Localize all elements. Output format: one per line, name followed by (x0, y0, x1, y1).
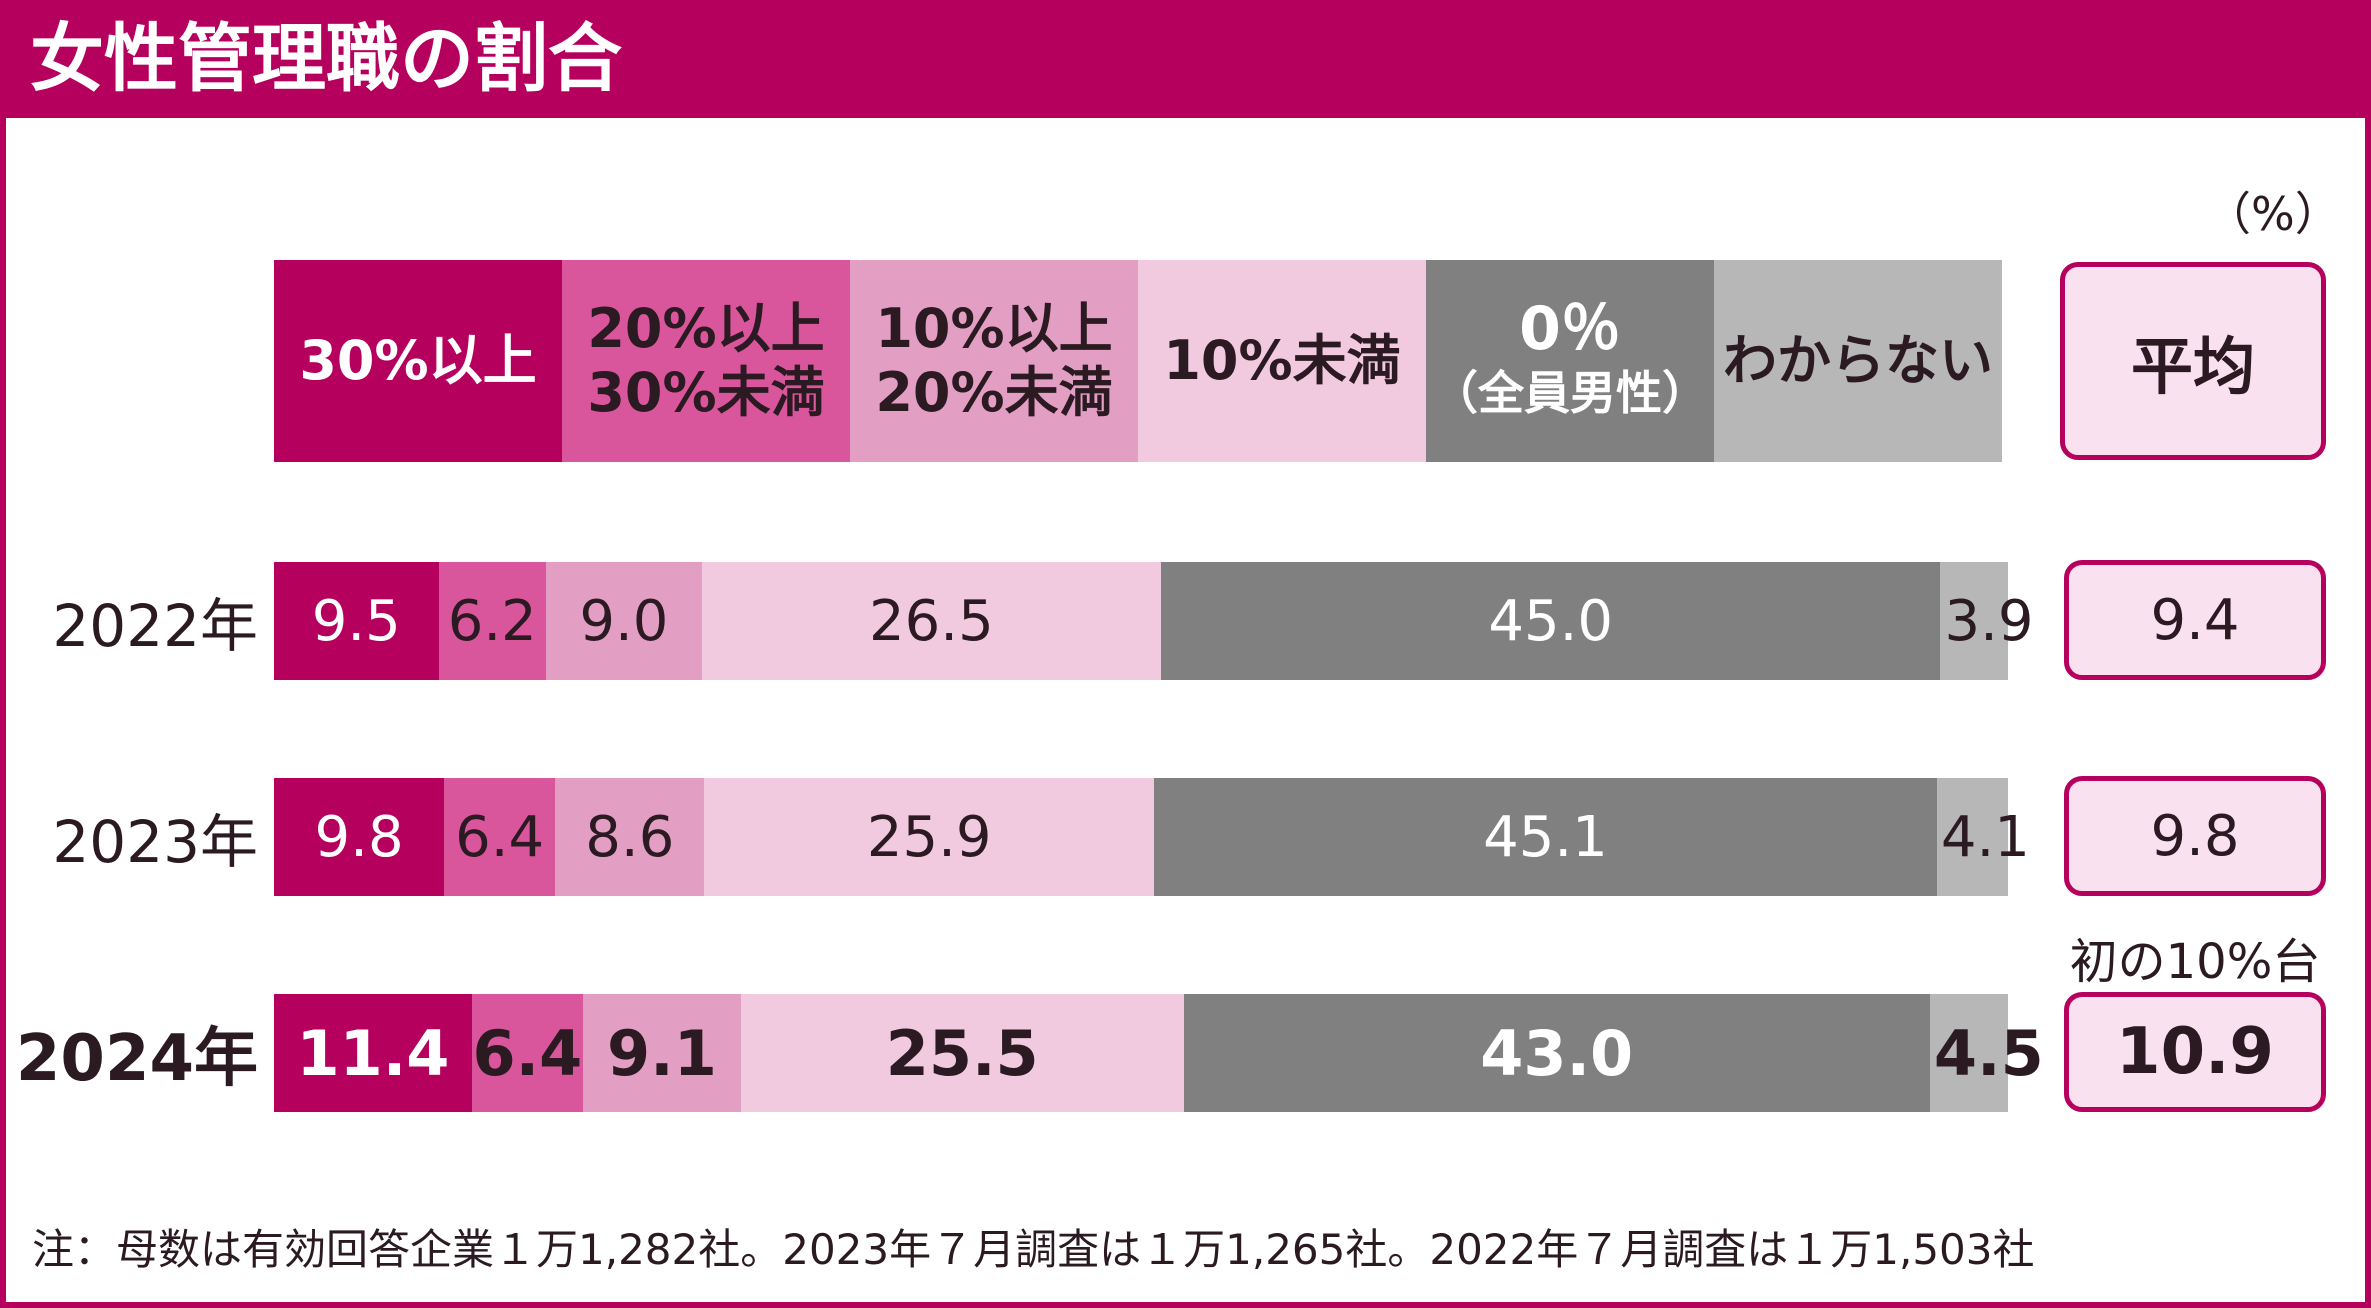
seg-10-20: 8.6 (555, 778, 705, 896)
legend-30-over: 30%以上 (274, 260, 562, 462)
seg-zero: 45.0 (1160, 562, 1941, 680)
value-label: 9.0 (579, 588, 669, 654)
seg-zero: 43.0 (1183, 994, 1930, 1112)
seg-20-30: 6.4 (444, 778, 556, 896)
value-label: 4.5 (1933, 1016, 2044, 1090)
unknown-value-label: 4.1 (1941, 778, 2030, 896)
chart-title: 女性管理職の割合 (30, 16, 622, 102)
legend-line: 20%以上 (587, 297, 825, 360)
seg-20-30: 6.4 (471, 994, 583, 1112)
value-label: 8.6 (585, 804, 675, 870)
average-note: 初の10%台 (2069, 934, 2321, 990)
average-value: 9.4 (2064, 560, 2326, 680)
seg-under-10: 26.5 (701, 562, 1161, 680)
value-label: 26.5 (869, 588, 994, 654)
seg-under-10: 25.5 (740, 994, 1184, 1112)
seg-20-30: 6.2 (438, 562, 546, 680)
seg-10-20: 9.1 (582, 994, 741, 1112)
year-label: 2024年 (15, 1022, 258, 1096)
value-label: 6.4 (455, 804, 545, 870)
legend-line: 0％ (1519, 294, 1621, 364)
value-label: 11.4 (296, 1016, 450, 1090)
legend-average: 平均 (2060, 262, 2326, 460)
value-label: 9.8 (314, 804, 404, 870)
seg-30-over: 9.5 (274, 562, 439, 680)
value-label: 25.5 (885, 1016, 1039, 1090)
value-label: 6.2 (447, 588, 537, 654)
average-value: 9.8 (2064, 776, 2326, 896)
seg-unknown (1936, 778, 2008, 896)
value-label: 6.4 (472, 1016, 583, 1090)
legend-line: 10%以上 (875, 297, 1113, 360)
value-label: 4.1 (1940, 804, 2030, 870)
value-label: 25.9 (866, 804, 992, 870)
legend-zero: 0％ （全員男性） (1426, 260, 1714, 462)
legend-line: 30%以上 (299, 329, 537, 392)
value-label: 45.0 (1488, 588, 1613, 654)
value-label: 9.1 (607, 1016, 717, 1090)
legend-line: わからない (1723, 329, 1993, 392)
legend-line: 30%未満 (587, 361, 825, 424)
value-label: 3.9 (1944, 588, 2034, 654)
legend-under-10: 10%未満 (1138, 260, 1426, 462)
seg-10-20: 9.0 (545, 562, 702, 680)
legend-line: 20%未満 (875, 361, 1113, 424)
unit-label: （%） (2205, 187, 2341, 241)
seg-unknown (1929, 994, 2008, 1112)
legend-10-20: 10%以上 20%未満 (850, 260, 1138, 462)
value-label: 45.1 (1483, 804, 1608, 870)
seg-under-10: 25.9 (704, 778, 1154, 896)
unknown-value-label: 4.5 (1934, 994, 2044, 1112)
legend-line: 10%未満 (1163, 329, 1401, 392)
average-value: 10.9 (2064, 992, 2326, 1112)
legend-20-30: 20%以上 30%未満 (562, 260, 850, 462)
seg-30-over: 9.8 (274, 778, 445, 896)
value-label: 9.5 (311, 588, 401, 654)
legend-line: （全員男性） (1432, 366, 1708, 420)
unknown-value-label: 3.9 (1944, 562, 2033, 680)
title-bar: 女性管理職の割合 (0, 0, 2371, 118)
legend-unknown: わからない (1714, 260, 2002, 462)
seg-30-over: 11.4 (274, 994, 472, 1112)
seg-zero: 45.1 (1154, 778, 1937, 896)
year-label: 2023年 (52, 808, 258, 876)
seg-unknown (1940, 562, 2008, 680)
footnote: 注：母数は有効回答企業１万1,282社。2023年７月調査は１万1,265社。2… (32, 1225, 2035, 1274)
year-label: 2022年 (52, 592, 258, 660)
value-label: 43.0 (1480, 1016, 1634, 1090)
